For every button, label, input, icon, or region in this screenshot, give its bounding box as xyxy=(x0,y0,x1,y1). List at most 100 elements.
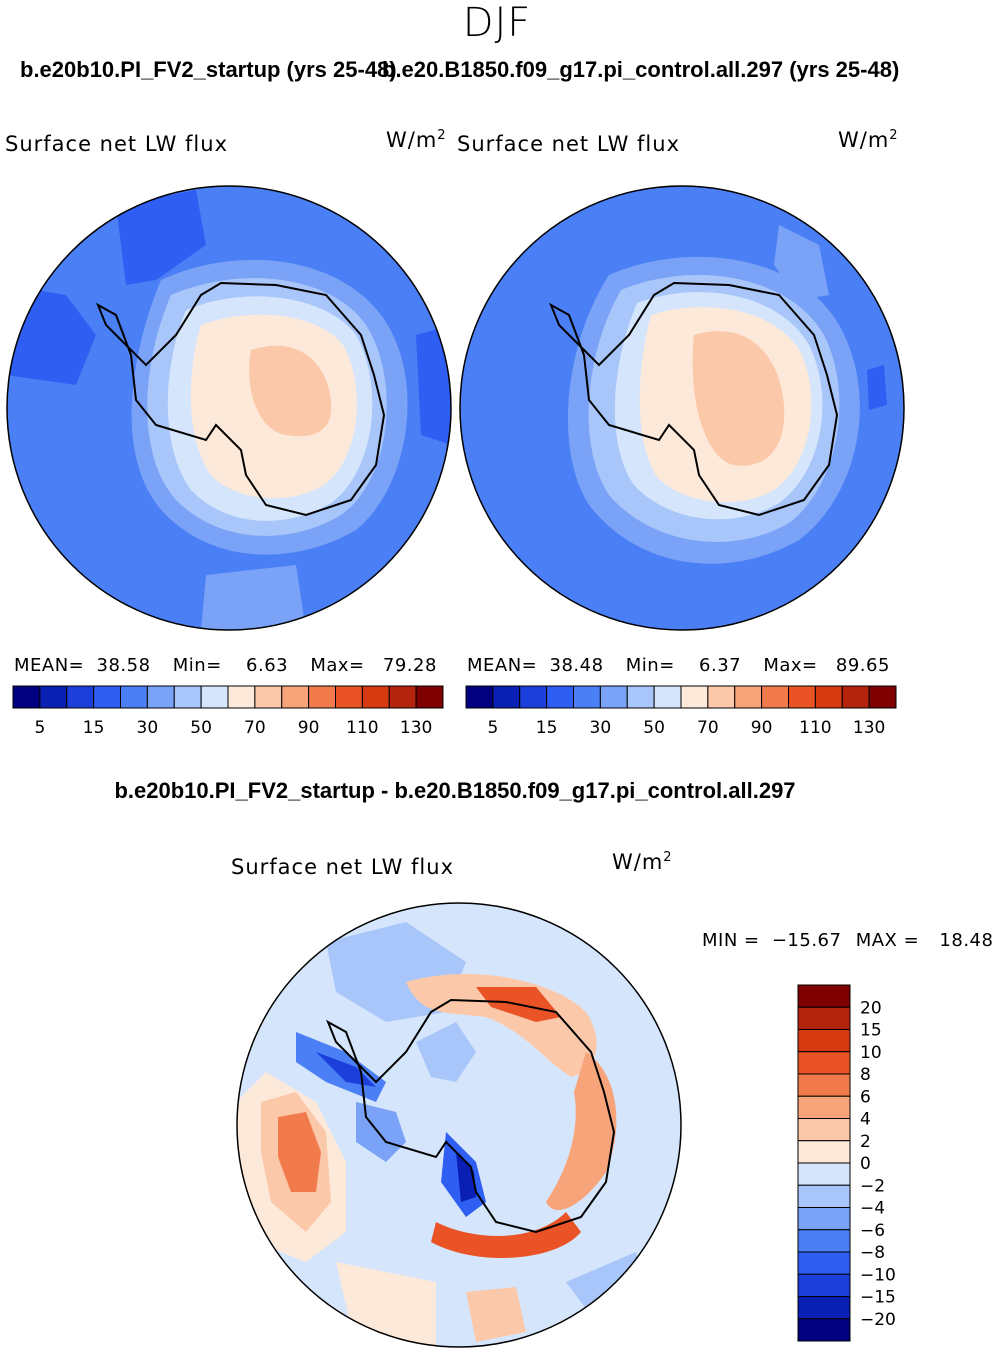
colorbar-swatch xyxy=(797,1095,851,1119)
min-label: MIN = xyxy=(702,930,760,951)
colorbar-swatch xyxy=(519,685,548,709)
colorbar-tick-label: 90 xyxy=(298,718,320,738)
colorbar-tick-label: −6 xyxy=(860,1221,885,1241)
map-border xyxy=(6,185,452,631)
colorbar-swatch xyxy=(415,685,444,709)
colorbar-swatch xyxy=(797,1118,851,1142)
colorbar-swatch xyxy=(797,1073,851,1097)
colorbar-swatch xyxy=(308,685,336,709)
colorbar-tick-label: −15 xyxy=(860,1288,896,1308)
colorbar-tick-label: 130 xyxy=(853,718,885,738)
colorbar-swatch xyxy=(868,685,897,709)
colorbar-tick-label: 50 xyxy=(190,718,212,738)
colorbar-swatch xyxy=(39,685,68,709)
colorbar-tick-label: −10 xyxy=(860,1265,896,1285)
colorbar-tick-label: 70 xyxy=(244,718,266,738)
colorbar-tick-label: 15 xyxy=(536,718,558,738)
colorbar-swatch xyxy=(361,685,390,709)
colorbar-tick-label: 4 xyxy=(860,1110,871,1130)
colorbar-swatch xyxy=(680,685,709,709)
interior-high-flux-region xyxy=(692,331,785,466)
colorbar-swatch xyxy=(12,685,41,709)
antarctica-coastline xyxy=(326,998,616,1234)
colorbar-swatch xyxy=(93,685,121,709)
colorbar-swatch xyxy=(707,685,736,709)
low-flux-region-east xyxy=(867,365,887,410)
season-title: DJF xyxy=(462,0,532,46)
max-value: 79.28 xyxy=(382,655,437,676)
colorbar-swatch xyxy=(734,685,763,709)
colorbar-swatch xyxy=(797,1029,851,1053)
right-panel-units: W/m2 xyxy=(838,128,899,152)
colorbar-tick-label: 20 xyxy=(860,998,882,1018)
interior-high-flux-region xyxy=(249,345,332,437)
mean-value: 38.48 xyxy=(549,655,604,676)
colorbar-swatch xyxy=(797,1207,851,1231)
left-panel-units: W/m2 xyxy=(386,128,447,152)
colorbar-swatch xyxy=(281,685,310,709)
colorbar-swatch xyxy=(797,1184,851,1208)
colorbar-swatch xyxy=(599,685,628,709)
colorbar-tick-label: 110 xyxy=(799,718,831,738)
colorbar-tick-label: 130 xyxy=(400,718,432,738)
min-value: 6.63 xyxy=(246,655,289,676)
colorbar-swatch xyxy=(388,685,417,709)
strong-positive-region-coastal-south xyxy=(431,1212,581,1259)
map-border xyxy=(459,185,905,631)
colorbar-swatch xyxy=(120,685,148,709)
colorbar-tick-label: −8 xyxy=(860,1243,885,1263)
map-border xyxy=(236,902,682,1348)
colorbar-swatch xyxy=(335,685,363,709)
colorbar-tick-label: 0 xyxy=(860,1154,871,1174)
colorbar-swatch xyxy=(797,1162,851,1186)
min-label: Min= xyxy=(625,655,675,676)
colorbar-swatch xyxy=(841,685,870,709)
colorbar-tick-label: 70 xyxy=(697,718,719,738)
left-panel-stats: MEAN= 38.58 Min= 6.63 Max= 79.28 xyxy=(14,655,437,676)
colorbar-swatch xyxy=(788,685,816,709)
colorbar-tick-label: 5 xyxy=(34,718,45,738)
low-flux-region-north xyxy=(116,190,206,285)
colorbar-swatch xyxy=(797,1273,851,1297)
colorbar-tick-label: 50 xyxy=(643,718,665,738)
colorbar-swatch xyxy=(797,1140,851,1164)
colorbar-swatch xyxy=(546,685,574,709)
diff-panel-stats: MIN = −15.67 MAX = 18.48 xyxy=(702,930,993,951)
colorbar-swatch xyxy=(626,685,655,709)
colorbar-swatch xyxy=(254,685,283,709)
colorbar-swatch xyxy=(227,685,256,709)
max-label: Max= xyxy=(763,655,818,676)
colorbar-swatch xyxy=(146,685,175,709)
difference-polar-map xyxy=(236,902,682,1348)
max-label: Max= xyxy=(310,655,365,676)
colorbar-tick-label: 2 xyxy=(860,1132,871,1152)
colorbar-tick-label: 110 xyxy=(346,718,378,738)
colorbar-swatch xyxy=(797,1296,851,1320)
antarctica-coastline xyxy=(549,281,839,517)
colorbar-tick-label: −20 xyxy=(860,1310,896,1330)
left-colorbar: 5 15 30 50 70 90 110 130 xyxy=(12,685,444,738)
colorbar-swatch xyxy=(173,685,202,709)
colorbar-swatch xyxy=(653,685,682,709)
colorbar-swatch xyxy=(797,1229,851,1253)
difference-header: b.e20b10.PI_FV2_startup - b.e20.B1850.f0… xyxy=(114,778,796,803)
positive-region-south-core xyxy=(466,1287,526,1342)
right-polar-map xyxy=(459,185,905,631)
colorbar-swatch xyxy=(66,685,95,709)
strong-negative-region-ross xyxy=(456,1152,476,1202)
colorbar-swatch xyxy=(797,984,851,1008)
left-polar-map xyxy=(6,185,452,631)
diff-panel-title: Surface net LW flux xyxy=(231,855,454,879)
colorbar-tick-label: 30 xyxy=(590,718,612,738)
colorbar-tick-label: −4 xyxy=(860,1199,885,1219)
colorbar-swatch xyxy=(797,1318,851,1342)
mean-label: MEAN= xyxy=(14,655,85,676)
mid-flux-region-south xyxy=(201,565,306,630)
right-colorbar: 5 15 30 50 70 90 110 130 xyxy=(465,685,897,738)
positive-region-coastal-east xyxy=(546,1052,617,1211)
left-panel-title: Surface net LW flux xyxy=(5,132,228,156)
right-panel-stats: MEAN= 38.48 Min= 6.37 Max= 89.65 xyxy=(467,655,890,676)
colorbar-tick-label: 15 xyxy=(83,718,105,738)
right-case-header: b.e20.B1850.f09_g17.pi_control.all.297 (… xyxy=(382,57,900,82)
